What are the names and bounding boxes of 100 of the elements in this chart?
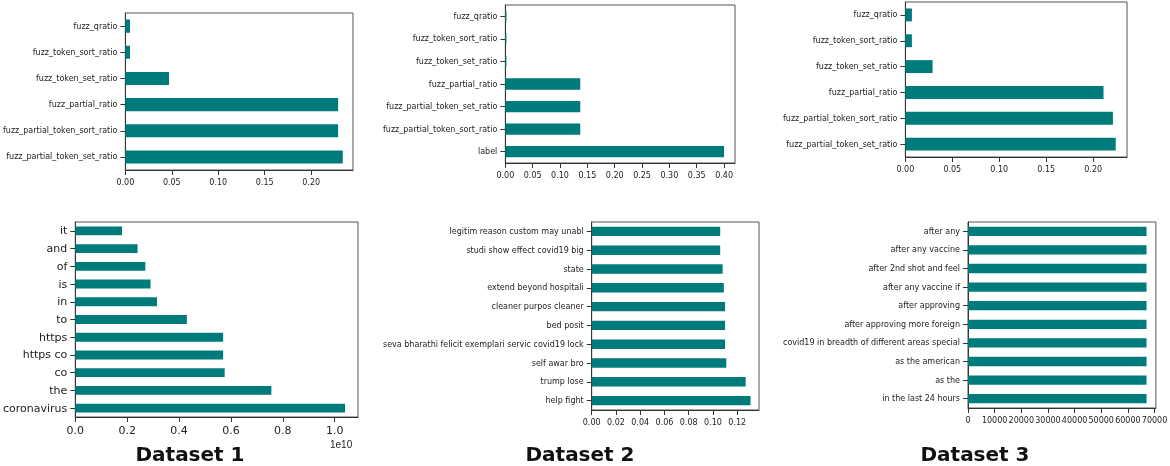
x-tick-label: 10000 [981,415,1008,425]
x-tick-label: 0.10 [551,170,569,180]
bar [75,279,151,289]
x-tick-label: 0.15 [255,177,274,187]
x-tick-label: 0.08 [679,417,698,427]
bar [75,368,225,378]
y-tick-label: fuzz_partial_token_set_ratio [386,102,498,112]
bar [905,8,912,22]
y-tick-label: cleaner purpos cleaner [491,302,585,312]
x-tick-label: 0 [965,415,971,425]
y-tick-label: fuzz_partial_token_set_ratio [786,139,898,149]
y-tick-label: is [58,277,68,291]
bar [591,320,726,331]
y-tick-label: as the american [895,357,960,366]
bar [591,245,721,255]
x-tick-label: 0.40 [715,170,733,180]
bar [505,78,581,90]
y-tick-label: the [49,383,68,397]
bar [75,350,224,360]
y-tick-label: fuzz_partial_ratio [428,79,498,89]
bar [75,297,157,307]
y-tick-label: fuzz_qratio [73,21,118,31]
bar [125,150,343,164]
x-tick-label: 0.05 [943,164,962,174]
text: Dataset 2 [525,442,635,466]
x-tick-label: 20000 [1008,415,1034,425]
text: Dataset 3 [920,442,1030,466]
bar [591,395,751,406]
y-tick-label: after approving more foreign [844,319,960,329]
text: Dataset 1 [135,442,245,466]
x-tick-label: 0.00 [896,164,915,174]
y-tick-label: covid19 in breadth of different areas special [783,338,960,348]
bar [591,339,726,349]
x-axis-title: 1e10 [330,438,353,450]
y-tick-label: fuzz_token_set_ratio [416,56,498,66]
x-tick-label: 0.2 [118,424,136,437]
y-tick-label: trump lose [540,377,584,387]
y-tick-label: seva bharathi felicit exemplari servic covid19 lock [383,339,585,349]
y-tick-label: studi show effect covid19 big [466,245,584,255]
x-tick-label: 0.06 [655,417,674,427]
x-tick-label: 0.10 [209,177,228,187]
y-tick-label: fuzz_partial_token_sort_ratio [383,124,498,134]
y-tick-label: fuzz_token_sort_ratio [812,36,898,46]
bar [125,71,170,85]
y-tick-label: after 2nd shot and feel [868,264,960,273]
y-tick-label: fuzz_qratio [453,11,498,21]
y-tick-label: label [477,147,498,157]
y-tick-label: extend beyond hospitali [487,283,584,293]
y-tick-label: fuzz_partial_ratio [48,100,118,110]
x-tick-label: 0.6 [222,424,240,437]
bar [75,315,187,324]
y-tick-label: help fight [545,396,584,406]
x-tick-label: 30000 [1035,415,1061,425]
x-tick-label: 0.4 [170,424,188,437]
x-tick-label: 0.05 [162,177,181,187]
bar [591,264,723,274]
x-tick-label: 0.0 [66,424,85,437]
x-tick-label: 0.00 [116,177,135,187]
bar [125,124,339,138]
bar [591,377,746,387]
y-tick-label: bed posit [546,320,584,330]
x-tick-label: 0.00 [582,417,601,427]
x-tick-label: 50000 [1088,415,1114,425]
y-tick-label: fuzz_token_sort_ratio [32,47,118,57]
x-tick-label: 1.0 [325,424,344,437]
x-tick-label: 60000 [1115,415,1141,425]
y-tick-label: legitim reason custom may unabl [449,226,584,236]
x-tick-label: 40000 [1061,415,1088,425]
x-tick-label: 0.04 [631,417,650,427]
y-tick-label: fuzz_partial_token_sort_ratio [3,126,118,136]
x-tick-label: 0.30 [660,170,679,180]
y-tick-label: after any vaccine if [883,282,961,292]
x-tick-label: 0.20 [605,170,624,180]
bar [591,301,726,312]
x-tick-label: 0.02 [607,417,625,427]
x-tick-label: 0.05 [523,170,542,180]
y-tick-label: https co [22,348,68,362]
y-tick-label: to [56,313,68,326]
bar [905,60,933,74]
x-tick-label: 0.20 [302,177,321,187]
bar [75,403,346,413]
bar [75,261,146,271]
y-tick-label: self awar bro [531,358,584,368]
y-tick-label: fuzz_partial_ratio [828,87,898,97]
y-tick-label: fuzz_partial_token_sort_ratio [783,113,898,123]
bar [75,226,122,236]
y-tick-label: fuzz_qratio [853,10,898,20]
bar [125,45,130,59]
y-tick-label: fuzz_token_set_ratio [36,73,118,83]
y-tick-label: and [46,242,68,256]
bar [505,146,725,158]
y-tick-label: it [59,224,68,238]
y-tick-label: https [38,330,68,344]
x-tick-label: 0.00 [496,170,515,180]
bar [591,283,724,293]
y-tick-label: state [563,264,584,274]
bar [505,123,581,135]
bar [75,332,224,342]
bar [125,98,339,112]
x-tick-label: 0.10 [990,164,1009,174]
